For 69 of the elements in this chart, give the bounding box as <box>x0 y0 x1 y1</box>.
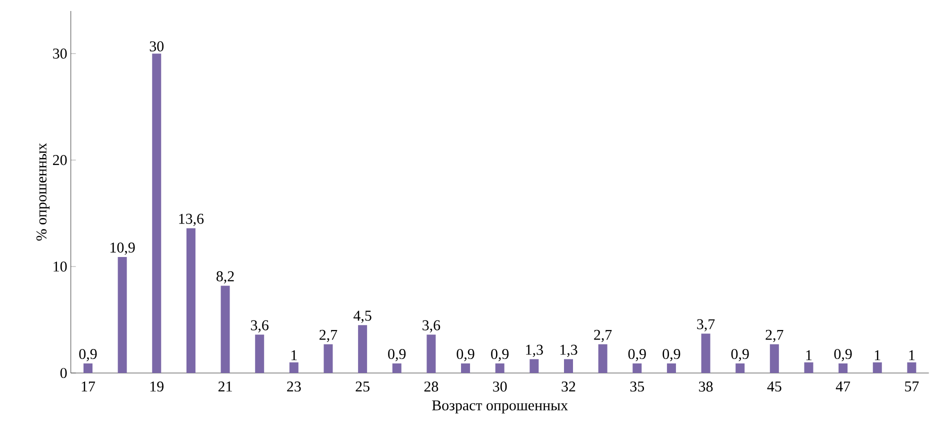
data-label: 1 <box>909 350 915 360</box>
data-label: 1 <box>292 350 297 360</box>
x-tick-label: 32 <box>562 382 576 392</box>
bar <box>118 256 127 373</box>
bar <box>701 334 710 373</box>
data-label: 1,3 <box>560 344 578 357</box>
data-label: 2,7 <box>766 330 784 342</box>
bar <box>392 363 402 373</box>
bar <box>255 334 264 373</box>
bar <box>186 228 196 373</box>
x-tick-label: 21 <box>218 382 232 392</box>
data-label: 8,2 <box>216 271 234 284</box>
bar <box>872 362 882 373</box>
data-label: 3,6 <box>250 320 268 332</box>
x-tick-label: 17 <box>82 382 96 392</box>
data-label: 1 <box>874 350 880 360</box>
bar <box>666 363 676 373</box>
bar <box>804 362 814 373</box>
data-label: 0,9 <box>388 348 406 362</box>
data-label: 0,9 <box>731 348 749 362</box>
bar <box>907 362 916 373</box>
x-tick-label: 45 <box>767 382 782 392</box>
bar <box>84 363 92 373</box>
data-label: 13,6 <box>179 214 204 226</box>
data-label: 2,7 <box>594 330 612 342</box>
data-label: 0,9 <box>491 348 509 362</box>
x-tick-label: 23 <box>287 382 301 392</box>
bar <box>736 363 745 373</box>
x-tick-label: 47 <box>836 382 850 392</box>
y-tick-label: 0 <box>60 368 67 378</box>
y-tick-label: 20 <box>53 155 67 166</box>
data-label: 4,5 <box>354 310 372 323</box>
x-tick-label: 35 <box>630 382 644 392</box>
bar <box>770 344 779 373</box>
data-label: 1,3 <box>526 344 543 357</box>
data-label: 3,6 <box>422 320 440 332</box>
bar <box>598 344 608 373</box>
data-label: 2,7 <box>320 330 338 342</box>
bar <box>495 363 504 373</box>
data-label: 0,9 <box>628 348 646 362</box>
data-label: 0,9 <box>79 348 97 362</box>
bar <box>324 344 333 373</box>
x-tick-label: 38 <box>699 382 713 392</box>
bar <box>152 54 162 373</box>
data-label: 10,9 <box>110 242 135 255</box>
y-tick-label: 30 <box>53 48 67 59</box>
data-label: 30 <box>150 41 164 52</box>
y-tick-label: 10 <box>54 261 67 272</box>
x-tick-label: 19 <box>150 382 164 392</box>
bar <box>461 363 470 373</box>
x-axis-title: Возраст опрошенных <box>432 400 568 414</box>
x-tick-label: 28 <box>424 382 438 392</box>
bar <box>358 325 368 373</box>
bar <box>632 363 642 373</box>
x-tick-label: 57 <box>905 382 919 392</box>
bar <box>838 363 848 373</box>
data-label: 1 <box>806 350 812 360</box>
data-label: 0,9 <box>834 348 852 362</box>
data-label: 0,9 <box>456 348 474 362</box>
bar <box>530 359 539 373</box>
x-tick-label: 30 <box>493 382 507 392</box>
y-axis-title: % опрошенных <box>36 143 50 241</box>
bar <box>426 334 436 373</box>
data-label: 0,9 <box>662 348 680 362</box>
bar <box>564 359 573 373</box>
x-tick-label: 25 <box>356 382 370 392</box>
bar <box>220 286 230 373</box>
bar <box>289 362 298 373</box>
data-label: 3,7 <box>697 319 715 332</box>
